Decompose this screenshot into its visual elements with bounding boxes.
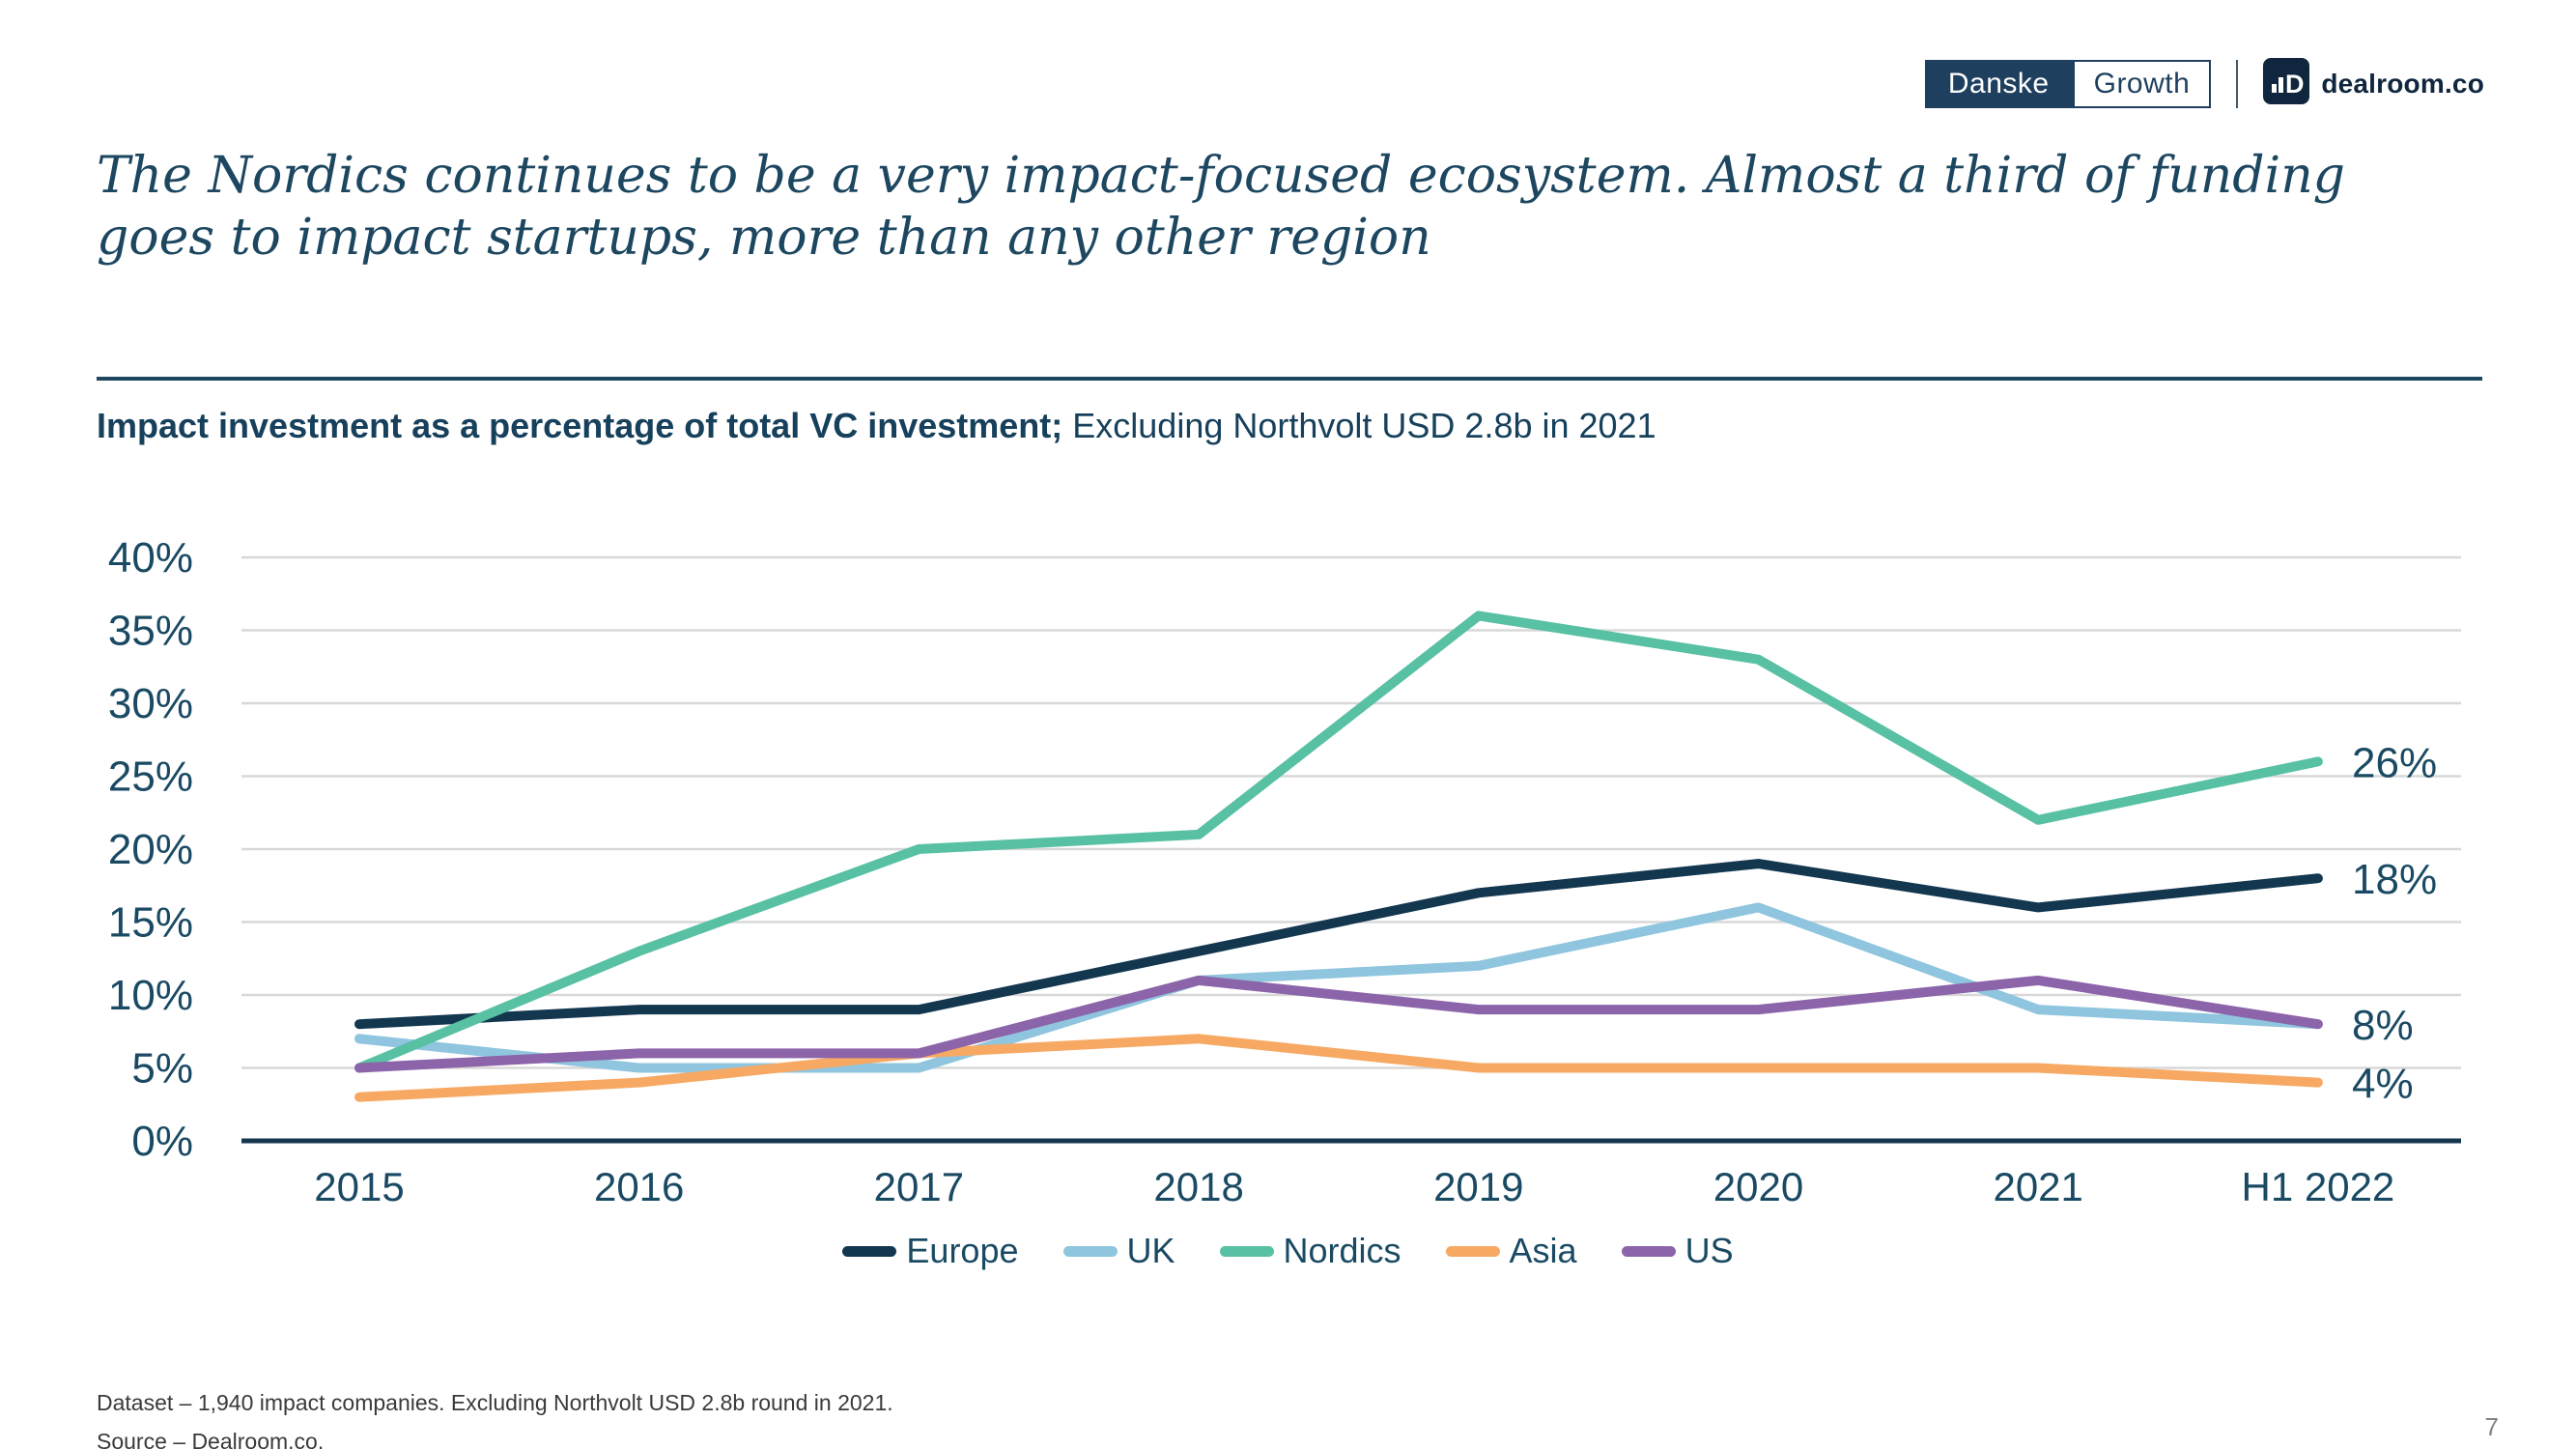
page-title-line2: goes to impact startups, more than any o… bbox=[97, 209, 1431, 268]
y-tick-label: 20% bbox=[108, 826, 193, 873]
legend-swatch bbox=[1219, 1245, 1274, 1257]
y-tick-label: 35% bbox=[108, 608, 193, 655]
legend-item-europe: Europe bbox=[842, 1231, 1019, 1271]
x-axis-label: 2016 bbox=[594, 1164, 684, 1209]
x-axis-label: 2015 bbox=[314, 1164, 404, 1209]
logo-divider bbox=[2236, 59, 2239, 108]
header-logos: Danske Growth D dealroom.co bbox=[1924, 58, 2484, 109]
legend-item-nordics: Nordics bbox=[1219, 1231, 1401, 1271]
legend-swatch bbox=[842, 1245, 897, 1257]
impact-investment-line-chart: 0% 5% 10% 15% 20% 25% 30% 35% 40% 2015 2016 2017 201… bbox=[108, 534, 2461, 1209]
series-line-asia bbox=[354, 1034, 2323, 1102]
title-rule bbox=[97, 377, 2482, 381]
x-axis-label: 2018 bbox=[1153, 1164, 1243, 1209]
dealroom-logo-text: dealroom.co bbox=[2321, 68, 2484, 99]
footer-source-note: Source – Dealroom.co. bbox=[97, 1429, 325, 1449]
series-line-uk bbox=[354, 902, 2323, 1073]
y-tick-label: 10% bbox=[108, 972, 193, 1019]
page-number: 7 bbox=[2484, 1412, 2499, 1441]
legend-swatch bbox=[1445, 1245, 1500, 1257]
y-tick-label: 30% bbox=[108, 680, 193, 727]
legend-label: Asia bbox=[1509, 1231, 1577, 1270]
x-axis-label: H1 2022 bbox=[2242, 1164, 2395, 1209]
y-tick-label: 5% bbox=[131, 1045, 193, 1093]
dealroom-logo: D dealroom.co bbox=[2263, 58, 2484, 109]
series-end-label: 8% bbox=[2352, 1002, 2414, 1049]
page-title: The Nordics continues to be a very impac… bbox=[97, 145, 2531, 270]
series-line-nordics bbox=[354, 611, 2323, 1073]
svg-text:D: D bbox=[2285, 70, 2305, 99]
chart-subtitle-bold: Impact investment as a percentage of tot… bbox=[97, 406, 1063, 445]
legend-label: UK bbox=[1126, 1231, 1175, 1270]
page-title-line1: The Nordics continues to be a very impac… bbox=[97, 147, 2345, 205]
legend-item-us: US bbox=[1621, 1231, 1734, 1271]
series-end-label: 4% bbox=[2352, 1061, 2414, 1108]
chart-legend: Europe UK Nordics Asia US bbox=[0, 1231, 2576, 1271]
legend-label: Nordics bbox=[1283, 1231, 1401, 1270]
y-tick-label: 15% bbox=[108, 899, 193, 947]
legend-swatch bbox=[1062, 1245, 1118, 1257]
growth-logo-box: Growth bbox=[2072, 59, 2212, 108]
danske-logo-text: Danske bbox=[1947, 67, 2050, 99]
y-tick-label: 40% bbox=[108, 534, 193, 582]
chart-subtitle-regular: Excluding Northvolt USD 2.8b in 2021 bbox=[1062, 406, 1656, 445]
x-axis-label: 2019 bbox=[1433, 1164, 1523, 1209]
y-tick-label: 0% bbox=[131, 1118, 193, 1165]
legend-label: US bbox=[1684, 1231, 1734, 1270]
legend-swatch bbox=[1621, 1245, 1676, 1257]
x-axis-label: 2020 bbox=[1713, 1164, 1803, 1209]
x-axis-label: 2017 bbox=[874, 1164, 964, 1209]
series-end-label: 26% bbox=[2352, 739, 2437, 786]
x-axis-label: 2021 bbox=[1993, 1164, 2082, 1209]
dealroom-icon: D bbox=[2263, 58, 2310, 109]
footer: Dataset – 1,940 impact companies. Exclud… bbox=[97, 1383, 893, 1449]
growth-logo-text: Growth bbox=[2093, 67, 2191, 99]
series-line-us bbox=[354, 975, 2323, 1073]
chart-subtitle: Impact investment as a percentage of tot… bbox=[97, 406, 1656, 446]
danske-logo-box: Danske bbox=[1924, 59, 2073, 108]
y-tick-label: 25% bbox=[108, 753, 193, 801]
danske-growth-logo: Danske Growth bbox=[1924, 59, 2212, 108]
legend-label: Europe bbox=[906, 1231, 1019, 1270]
series-end-label: 18% bbox=[2352, 856, 2437, 903]
legend-item-uk: UK bbox=[1062, 1231, 1175, 1271]
series-line-europe bbox=[354, 859, 2323, 1030]
footer-dataset-note: Dataset – 1,940 impact companies. Exclud… bbox=[97, 1390, 893, 1415]
legend-item-asia: Asia bbox=[1445, 1231, 1577, 1271]
